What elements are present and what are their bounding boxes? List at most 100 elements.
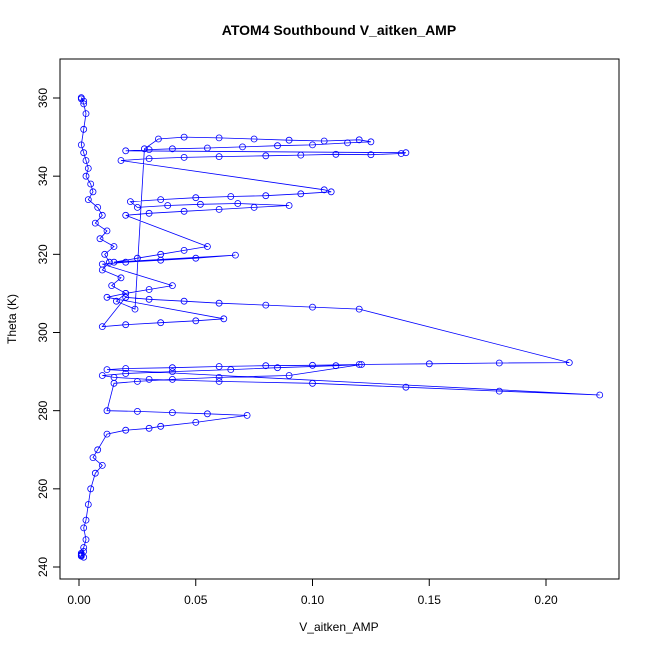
data-point — [168, 364, 176, 372]
data-point — [309, 141, 316, 149]
y-axis-label: Theta (K) — [5, 294, 19, 344]
data-point — [250, 135, 258, 143]
x-tick-label: 0.05 — [184, 593, 208, 607]
data-point — [234, 200, 242, 207]
data-point — [239, 143, 246, 151]
data-point — [215, 363, 223, 370]
data-point — [80, 544, 88, 551]
data-point — [309, 361, 316, 369]
data-point — [103, 227, 111, 235]
data-point — [367, 138, 375, 146]
data-point — [113, 297, 120, 305]
data-point — [215, 153, 223, 161]
data-point — [122, 258, 130, 266]
data-point — [157, 256, 165, 264]
data-point — [145, 209, 153, 217]
series-line — [80, 97, 600, 558]
data-point — [274, 142, 281, 150]
data-point — [215, 377, 223, 385]
data-point — [180, 297, 188, 305]
x-tick-label: 0.00 — [67, 593, 91, 607]
data-point — [122, 426, 130, 434]
data-point — [145, 146, 153, 154]
data-point — [77, 141, 85, 149]
data-point — [495, 387, 503, 395]
data-point — [215, 299, 223, 307]
data-point — [262, 301, 270, 309]
data-point — [495, 359, 503, 367]
data-point — [103, 366, 111, 374]
data-point — [98, 260, 106, 268]
y-tick-label: 320 — [36, 244, 50, 264]
chart-title: ATOM4 Southbound V_aitken_AMP — [222, 22, 456, 38]
data-point — [192, 194, 200, 202]
data-point — [80, 100, 88, 108]
data-point — [80, 149, 88, 157]
data-point — [106, 258, 113, 266]
data-point — [117, 157, 125, 164]
data-point — [332, 362, 340, 370]
data-point — [126, 198, 134, 206]
data-point — [320, 137, 328, 145]
y-tick-label: 280 — [36, 400, 50, 420]
data-point — [203, 243, 211, 250]
data-point — [84, 501, 92, 508]
data-point — [309, 303, 316, 311]
data-point — [157, 196, 165, 204]
data-point — [133, 203, 141, 211]
data-point — [192, 317, 200, 325]
y-tick-label: 360 — [36, 88, 50, 108]
data-point — [82, 172, 90, 180]
data-point — [145, 286, 153, 293]
data-point — [285, 136, 293, 144]
data-point — [82, 110, 90, 117]
data-point — [145, 155, 153, 163]
y-tick-label: 340 — [36, 166, 50, 186]
plot-area — [77, 94, 604, 561]
data-point — [91, 469, 99, 477]
data-point — [355, 136, 363, 144]
data-point — [89, 454, 97, 462]
data-point — [285, 202, 293, 209]
data-point — [91, 219, 99, 227]
data-point — [145, 295, 153, 303]
y-tick-label: 300 — [36, 322, 50, 342]
data-point — [215, 373, 223, 381]
data-point — [133, 254, 141, 262]
x-tick-label: 0.10 — [301, 593, 325, 607]
x-axis-label: V_aitken_AMP — [299, 620, 378, 634]
data-point — [565, 359, 573, 367]
data-point — [344, 139, 351, 147]
data-point — [227, 366, 235, 374]
data-point — [122, 365, 130, 372]
data-point — [243, 411, 251, 419]
x-tick-label: 0.20 — [534, 593, 558, 607]
data-point — [180, 133, 188, 141]
data-point — [355, 305, 363, 313]
data-point — [262, 152, 270, 160]
data-point — [297, 151, 305, 159]
data-point — [110, 379, 118, 387]
data-point — [425, 360, 433, 368]
data-point — [133, 407, 141, 415]
data-point — [122, 370, 130, 377]
data-point — [355, 361, 363, 368]
data-point — [367, 151, 375, 159]
data-point — [157, 422, 165, 430]
data-point — [98, 211, 106, 219]
data-point — [80, 125, 88, 133]
data-point — [192, 254, 200, 262]
data-point — [122, 211, 130, 219]
data-point — [168, 145, 176, 153]
data-point — [82, 157, 90, 164]
data-point — [203, 144, 211, 152]
data-point — [133, 377, 141, 385]
data-point — [220, 315, 228, 323]
data-point — [117, 274, 125, 282]
data-point — [180, 246, 188, 254]
data-point — [94, 446, 102, 454]
data-point — [82, 516, 90, 524]
data-point — [402, 383, 410, 391]
data-point — [77, 94, 85, 101]
data-point — [101, 250, 109, 258]
